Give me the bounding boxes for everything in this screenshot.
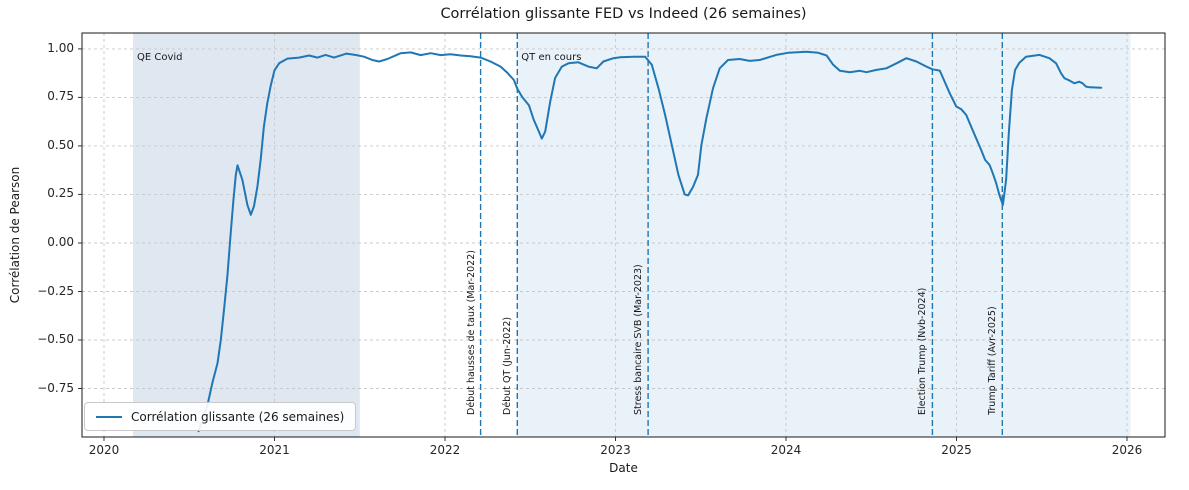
legend: Corrélation glissante (26 semaines) (84, 402, 357, 431)
shaded-region (133, 33, 360, 437)
x-tick-label: 2026 (1111, 443, 1143, 457)
y-tick-label: 1.00 (47, 40, 74, 55)
event-vline-label: Election Trump (Nvb-2024) (917, 287, 929, 415)
event-vline-label: Stress bancaire SVB (Mar-2023) (633, 264, 645, 415)
x-tick-label: 2025 (941, 443, 972, 457)
y-tick-label: 0.00 (47, 235, 74, 249)
event-vline-label: Trump Tariff (Avr-2025) (987, 306, 999, 415)
y-tick-label: 0.75 (47, 89, 74, 104)
x-tick-label: 2020 (88, 443, 120, 457)
region-label: QE Covid (137, 52, 183, 63)
x-tick-label: 2023 (600, 443, 631, 457)
y-tick-label: −0.50 (37, 332, 74, 346)
legend-label: Corrélation glissante (26 semaines) (131, 409, 345, 424)
plot-border (81, 32, 1166, 438)
y-tick-label: −0.25 (37, 283, 74, 298)
region-label: QT en cours (521, 52, 582, 63)
y-tick-label: 0.50 (47, 137, 74, 152)
y-tick-label: 0.25 (47, 186, 74, 201)
y-tick-label: −0.75 (37, 380, 74, 395)
x-tick-label: 2024 (770, 443, 802, 457)
x-tick-label: 2022 (429, 443, 461, 457)
correlation-line (197, 50, 1103, 433)
event-vline-label: Début hausses de taux (Mar-2022) (465, 250, 477, 415)
x-tick-label: 2021 (259, 443, 290, 457)
event-vline-label: Début QT (Jun-2022) (502, 316, 514, 415)
legend-line-sample (96, 415, 122, 418)
x-axis-label: Date (609, 461, 638, 475)
chart-title: Corrélation glissante FED vs Indeed (26 … (440, 6, 807, 22)
shaded-region (517, 33, 1131, 437)
